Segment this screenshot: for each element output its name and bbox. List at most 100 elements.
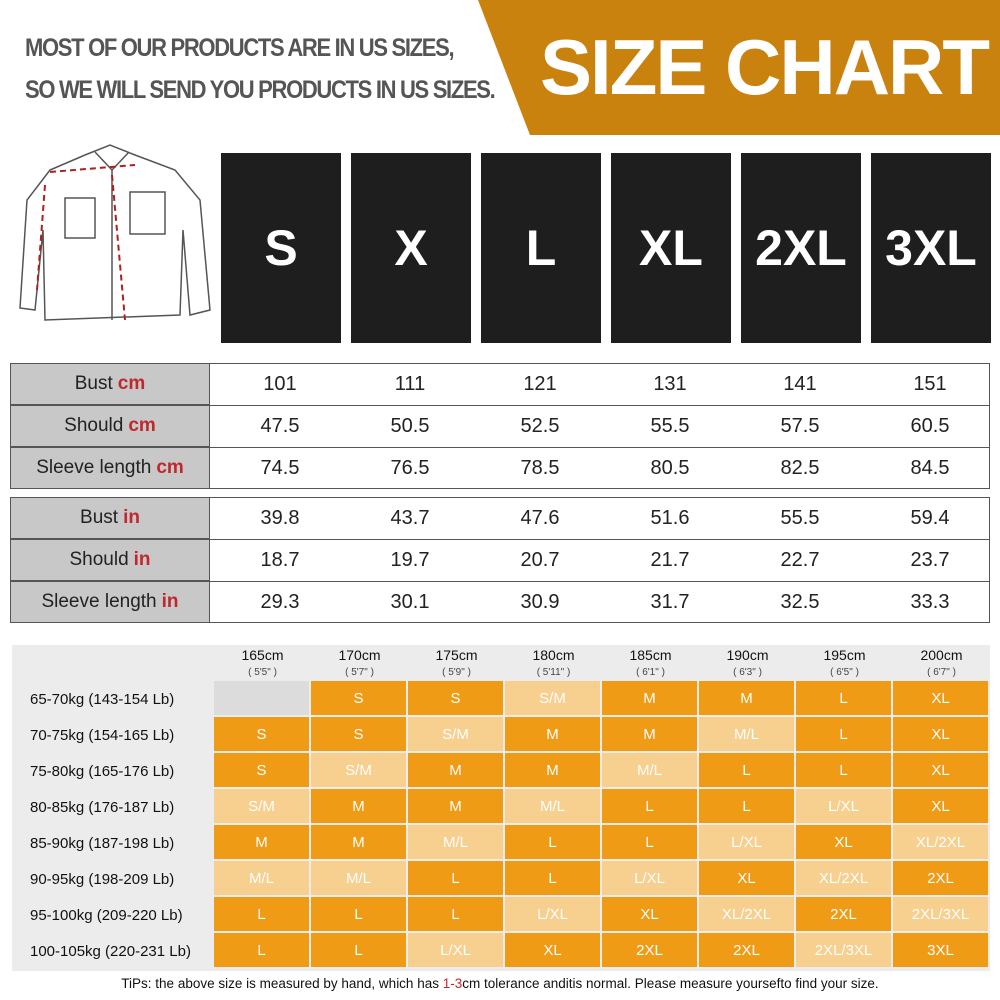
note-line: MOST OF OUR PRODUCTS ARE IN US SIZES, xyxy=(25,34,455,62)
fit-cell xyxy=(214,681,309,715)
fit-cell: 2XL/3XL xyxy=(796,933,891,967)
tip-text: cm tolerance anditis normal. Please meas… xyxy=(462,976,879,991)
fit-cell: L/XL xyxy=(699,825,794,859)
height-cm: 200cm xyxy=(920,647,963,663)
note-line: SO WE WILL SEND YOU PRODUCTS IN US SIZES… xyxy=(25,76,496,104)
weight-label: 70-75kg (154-165 Lb) xyxy=(30,726,175,744)
unit: in xyxy=(123,507,140,528)
value: 82.5 xyxy=(780,456,820,479)
fit-cell: 2XL/3XL xyxy=(893,897,988,931)
value: 74.5 xyxy=(260,456,300,479)
tip-text: TiPs: the above size is measured by hand… xyxy=(121,976,443,991)
size-box: X xyxy=(351,153,471,343)
fit-cell: L xyxy=(408,897,503,931)
height-header: 190cm ( 6'3" ) xyxy=(699,648,796,680)
height-cm: 195cm xyxy=(823,647,866,663)
row-label: Sleeve length cm xyxy=(10,447,210,489)
value: 47.5 xyxy=(260,414,300,437)
value: 111 xyxy=(394,372,426,395)
value: 30.9 xyxy=(520,590,560,613)
height-cm: 185cm xyxy=(629,647,672,663)
fit-cell: XL/2XL xyxy=(796,861,891,895)
fit-cell: M xyxy=(505,753,600,787)
weight-label: 80-85kg (176-187 Lb) xyxy=(30,798,175,816)
fit-cell: L xyxy=(214,933,309,967)
fit-cell: XL xyxy=(699,861,794,895)
label-text: Sleeve length xyxy=(36,457,152,478)
unit: cm xyxy=(156,457,184,478)
row-divider xyxy=(210,539,990,540)
fit-cell: 3XL xyxy=(893,933,988,967)
fit-cell: L xyxy=(796,753,891,787)
row-label: Sleeve length in xyxy=(10,581,210,623)
height-header: 195cm ( 6'5" ) xyxy=(796,648,893,680)
fit-cell: M/L xyxy=(505,789,600,823)
value: 51.6 xyxy=(650,506,690,529)
fit-cell: XL xyxy=(893,789,988,823)
fit-cell: M xyxy=(408,753,503,787)
fit-cell: M/L xyxy=(699,717,794,751)
fit-cell: M/L xyxy=(311,861,406,895)
height-header: 175cm ( 5'9" ) xyxy=(408,648,505,680)
shirt-illustration xyxy=(19,144,211,321)
value: 141 xyxy=(783,372,817,395)
fit-cell: S xyxy=(311,717,406,751)
fit-cell: S/M xyxy=(505,681,600,715)
weight-label: 65-70kg (143-154 Lb) xyxy=(30,690,175,708)
row-divider xyxy=(210,447,990,448)
fit-cell: M/L xyxy=(408,825,503,859)
label-text: Bust xyxy=(74,373,113,394)
value: 32.5 xyxy=(780,590,820,613)
fit-cell: M xyxy=(214,825,309,859)
fit-cell: L xyxy=(311,933,406,967)
row-label: Bust cm xyxy=(10,363,210,405)
height-cm: 170cm xyxy=(338,647,381,663)
unit: cm xyxy=(128,415,156,436)
value: 151 xyxy=(913,372,947,395)
size-box: L xyxy=(481,153,601,343)
fit-cell: L xyxy=(796,717,891,751)
height-header: 200cm ( 6'7" ) xyxy=(893,648,990,680)
fit-cell: M xyxy=(311,825,406,859)
fit-cell: XL xyxy=(796,825,891,859)
fit-cell: L xyxy=(505,825,600,859)
fit-cell: 2XL xyxy=(699,933,794,967)
fit-cell: L xyxy=(602,789,697,823)
fit-cell: 2XL xyxy=(796,897,891,931)
fit-cell: L/XL xyxy=(505,897,600,931)
height-header: 185cm ( 6'1" ) xyxy=(602,648,699,680)
fit-cell: 2XL xyxy=(893,861,988,895)
unit: in xyxy=(161,591,179,612)
tip: TiPs: the above size is measured by hand… xyxy=(0,976,1000,991)
value: 47.6 xyxy=(520,506,560,529)
row-label: Bust in xyxy=(10,497,210,539)
weight-label: 100-105kg (220-231 Lb) xyxy=(30,942,191,960)
size-box: S xyxy=(221,153,341,343)
value: 23.7 xyxy=(910,548,950,571)
row-divider xyxy=(210,405,990,406)
value: 52.5 xyxy=(520,414,560,437)
fit-cell: M xyxy=(505,717,600,751)
fit-cell: L xyxy=(214,897,309,931)
value: 57.5 xyxy=(780,414,820,437)
row-divider xyxy=(210,581,990,582)
height-header: 165cm ( 5'5" ) xyxy=(214,648,311,680)
fit-cell: M/L xyxy=(602,753,697,787)
fit-cell: XL/2XL xyxy=(699,897,794,931)
value: 59.4 xyxy=(910,506,950,529)
value: 84.5 xyxy=(910,456,950,479)
weight-label: 85-90kg (187-198 Lb) xyxy=(30,834,175,852)
row-label: Should in xyxy=(10,539,210,581)
height-ft: ( 5'11" ) xyxy=(536,667,571,678)
fit-cell: M xyxy=(311,789,406,823)
value: 101 xyxy=(263,372,297,395)
size-box: 3XL xyxy=(871,153,991,343)
value: 43.7 xyxy=(390,506,430,529)
value: 55.5 xyxy=(780,506,820,529)
height-ft: ( 6'7" ) xyxy=(927,667,956,678)
size-box: XL xyxy=(611,153,731,343)
weight-label: 95-100kg (209-220 Lb) xyxy=(30,906,183,924)
label-text: Should xyxy=(69,549,129,570)
weight-label: 90-95kg (198-209 Lb) xyxy=(30,870,175,888)
